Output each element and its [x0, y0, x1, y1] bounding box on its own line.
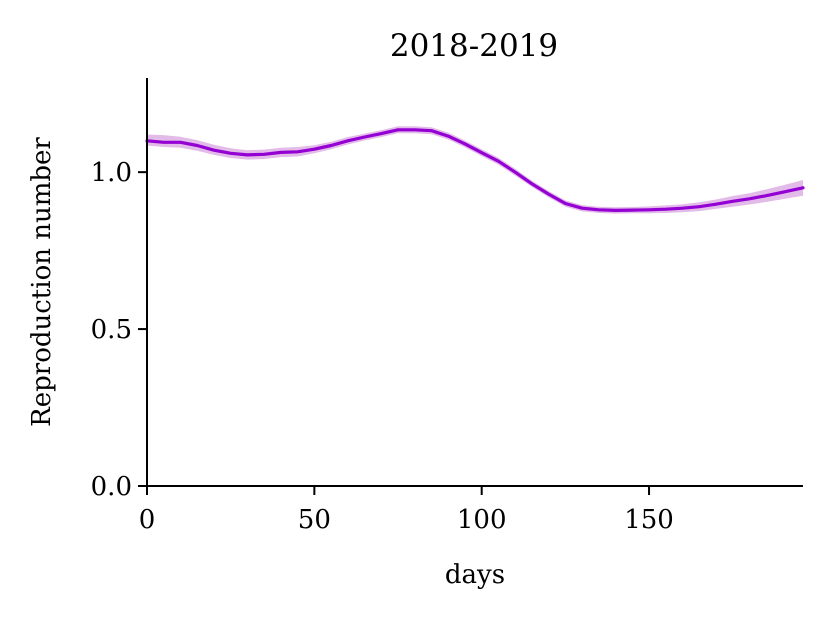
x-axis-label: days [445, 560, 505, 590]
y-ticks: 0.0 0.5 1.0 [91, 158, 147, 502]
confidence-band [147, 126, 803, 214]
x-tick-label: 50 [298, 505, 331, 535]
y-tick-label: 0.5 [91, 315, 132, 345]
y-tick-label: 0.0 [91, 472, 132, 502]
plot-area [145, 126, 805, 214]
y-axis-label: Reproduction number [27, 137, 57, 427]
y-tick-label: 1.0 [91, 158, 132, 188]
x-tick-label: 150 [624, 505, 674, 535]
series-line [145, 128, 805, 212]
x-tick-label: 100 [457, 505, 507, 535]
x-tick-label: 0 [139, 505, 156, 535]
x-ticks: 0 50 100 150 [139, 486, 674, 535]
chart-title: 2018-2019 [390, 28, 558, 64]
